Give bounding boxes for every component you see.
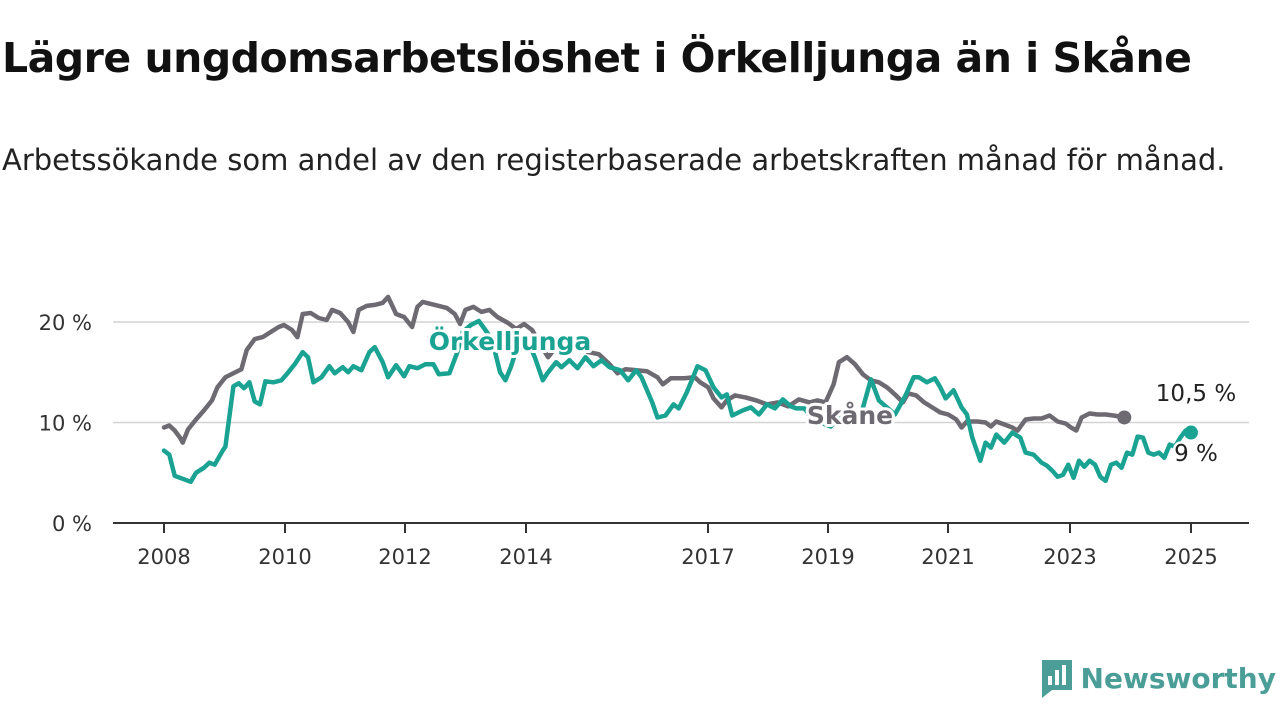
x-axis: 2008 2010 2012 2014 2017 2019 2021 2023 2025 [113, 522, 1249, 569]
series-label-orkelljunga: Örkelljunga [429, 326, 592, 356]
x-tick-label: 2025 [1164, 545, 1217, 569]
x-tick-label: 2023 [1043, 545, 1096, 569]
x-tick-label: 2014 [499, 545, 552, 569]
x-tick-label: 2010 [258, 545, 311, 569]
page-title: Lägre ungdomsarbetslöshet i Örkelljunga … [2, 34, 1192, 82]
series-line-skane [161, 294, 1127, 445]
series-lines [161, 294, 1198, 485]
series-label-skane: Skåne [807, 401, 893, 430]
brand-logo: Newsworthy [1040, 658, 1276, 698]
y-tick-label: 0 % [52, 512, 92, 536]
x-tick-label: 2012 [378, 545, 431, 569]
newsworthy-logo-icon [1041, 660, 1072, 698]
x-tick-label: 2017 [681, 545, 734, 569]
page-subtitle: Arbetssökande som andel av den registerb… [2, 143, 1226, 177]
end-value-label-orkelljunga: 9 % [1174, 441, 1218, 467]
end-value-label-skane: 10,5 % [1156, 381, 1236, 407]
brand-name: Newsworthy [1080, 661, 1276, 695]
series-labels: Örkelljunga Skåne 10,5 % 9 % [426, 323, 1239, 470]
y-tick-label: 20 % [39, 311, 92, 335]
x-tick-label: 2019 [801, 545, 854, 569]
x-tick-label: 2008 [137, 545, 190, 569]
y-tick-label: 10 % [39, 412, 92, 436]
series-line-orkelljunga [161, 318, 1194, 485]
series-end-marker [1117, 410, 1132, 425]
series-end-marker [1184, 425, 1198, 440]
y-axis: 0 % 10 % 20 % [39, 311, 92, 536]
x-tick-label: 2021 [921, 545, 974, 569]
